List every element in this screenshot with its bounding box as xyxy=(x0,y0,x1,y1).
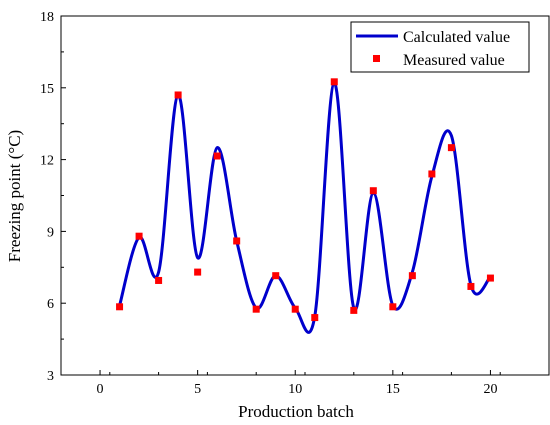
y-axis-title: Freezing point (°C) xyxy=(5,130,24,262)
measured-value-point xyxy=(408,272,416,280)
legend-marker-swatch xyxy=(373,55,380,62)
y-tick-label-12: 12 xyxy=(40,154,54,169)
measured-value-point xyxy=(116,303,124,311)
measured-value-point xyxy=(389,303,397,311)
y-tick-label-18: 18 xyxy=(40,10,54,25)
measured-value-point xyxy=(486,274,494,282)
measured-value-point xyxy=(272,272,280,280)
measured-value-point xyxy=(447,144,455,152)
legend: Calculated value Measured value xyxy=(350,21,530,73)
y-tick-label-6: 6 xyxy=(47,297,54,312)
x-axis-title: Production batch xyxy=(238,402,354,421)
measured-value-point xyxy=(194,268,202,276)
y-tick-label-3: 3 xyxy=(47,369,54,384)
legend-label-measured: Measured value xyxy=(403,52,505,69)
measured-value-point xyxy=(135,232,143,240)
measured-value-point xyxy=(155,276,163,284)
y-tick-label-15: 15 xyxy=(40,82,54,97)
x-tick-label-0: 0 xyxy=(97,382,104,397)
legend-box xyxy=(350,21,530,73)
measured-value-point xyxy=(213,152,221,160)
x-tick-label-5: 5 xyxy=(194,382,201,397)
measured-value-point xyxy=(350,306,358,314)
measured-value-point xyxy=(174,91,182,99)
plot-area: 0 5 10 15 20 3 6 9 12 15 18 xyxy=(40,10,550,397)
legend-label-calculated: Calculated value xyxy=(403,29,510,46)
x-tick-label-15: 15 xyxy=(386,382,400,397)
measured-value-point xyxy=(311,314,319,322)
measured-value-point xyxy=(369,187,377,195)
x-tick-label-10: 10 xyxy=(288,382,302,397)
measured-value-point xyxy=(467,282,475,290)
calculated-value-curve xyxy=(118,81,492,334)
measured-value-point xyxy=(428,170,436,178)
measured-value-point xyxy=(252,305,260,313)
measured-value-point xyxy=(291,305,299,313)
measured-value-point xyxy=(330,78,338,86)
x-tick-label-20: 20 xyxy=(483,382,497,397)
y-tick-label-9: 9 xyxy=(47,225,54,240)
measured-value-point xyxy=(233,237,241,245)
